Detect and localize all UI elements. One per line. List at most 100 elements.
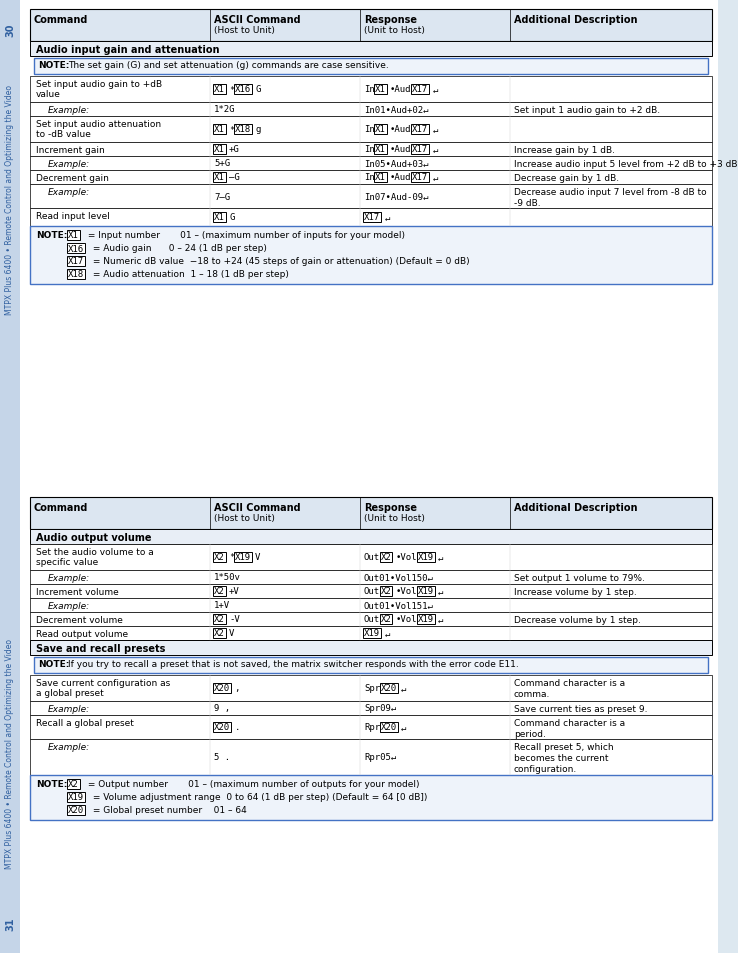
Text: X17: X17 — [412, 146, 428, 154]
Bar — [30, 227, 712, 285]
Text: •Vol: •Vol — [396, 553, 417, 562]
Bar — [30, 544, 712, 571]
Text: X1: X1 — [214, 213, 225, 222]
Bar — [30, 584, 712, 598]
Text: V: V — [229, 629, 235, 638]
Text: 31: 31 — [5, 916, 15, 930]
Bar — [30, 640, 712, 656]
Text: X19: X19 — [418, 553, 434, 562]
Bar — [30, 775, 712, 821]
Text: X16: X16 — [68, 244, 84, 253]
Text: Recall preset 5, which: Recall preset 5, which — [514, 742, 613, 751]
Text: (Unit to Host): (Unit to Host) — [364, 26, 425, 35]
Text: Example:: Example: — [48, 601, 90, 610]
Text: Out: Out — [364, 615, 380, 624]
Text: Audio output volume: Audio output volume — [36, 533, 151, 542]
Text: •Aud: •Aud — [390, 126, 412, 134]
Text: ASCII Command: ASCII Command — [214, 15, 300, 25]
Text: to -dB value: to -dB value — [36, 130, 91, 139]
Text: 1*2G: 1*2G — [214, 106, 235, 114]
Text: Decrease audio input 7 level from -8 dB to: Decrease audio input 7 level from -8 dB … — [514, 188, 706, 196]
Text: MTPX Plus 6400 • Remote Control and Optimizing the Video: MTPX Plus 6400 • Remote Control and Opti… — [5, 85, 15, 314]
Text: Read output volume: Read output volume — [36, 629, 128, 639]
Text: X18: X18 — [235, 126, 251, 134]
Text: Increment gain: Increment gain — [36, 146, 105, 154]
Text: X16: X16 — [235, 86, 251, 94]
Text: X20: X20 — [214, 722, 230, 732]
Bar — [30, 740, 712, 775]
Text: = Input number       01 – (maximum number of inputs for your model): = Input number 01 – (maximum number of i… — [85, 231, 405, 240]
Text: (Host to Unit): (Host to Unit) — [214, 26, 275, 35]
Text: Command character is a: Command character is a — [514, 719, 625, 727]
Text: The set gain (G) and set attenuation (g) commands are case sensitive.: The set gain (G) and set attenuation (g)… — [68, 61, 389, 70]
Text: (Host to Unit): (Host to Unit) — [214, 514, 275, 522]
Text: X20: X20 — [214, 684, 230, 693]
Bar — [30, 10, 712, 42]
Bar — [30, 117, 712, 143]
Bar — [30, 157, 712, 171]
Text: X20: X20 — [381, 684, 396, 693]
Text: 7–G: 7–G — [214, 193, 230, 201]
Text: comma.: comma. — [514, 689, 551, 699]
Text: Example:: Example: — [48, 574, 90, 582]
Bar — [30, 626, 712, 640]
Text: X1: X1 — [375, 86, 386, 94]
Text: If you try to recall a preset that is not saved, the matrix switcher responds wi: If you try to recall a preset that is no… — [68, 659, 519, 668]
Text: +V: +V — [229, 587, 240, 596]
Text: +G: +G — [229, 146, 240, 154]
Text: •Aud: •Aud — [390, 173, 412, 182]
Text: X2: X2 — [214, 629, 225, 638]
Bar — [30, 42, 712, 57]
Text: X1: X1 — [375, 173, 386, 182]
Text: X19: X19 — [418, 615, 434, 624]
Text: In01•Aud+02↵: In01•Aud+02↵ — [364, 106, 429, 114]
Text: (Unit to Host): (Unit to Host) — [364, 514, 425, 522]
Text: •Vol: •Vol — [396, 615, 417, 624]
Text: Spr: Spr — [364, 684, 380, 693]
Text: X2: X2 — [214, 615, 225, 624]
Text: ↵: ↵ — [438, 615, 444, 624]
Text: = Volume adjustment range  0 to 64 (1 dB per step) (Default = 64 [0 dB]): = Volume adjustment range 0 to 64 (1 dB … — [91, 792, 428, 801]
Text: X19: X19 — [235, 553, 251, 562]
Text: X2: X2 — [381, 615, 391, 624]
Text: X17: X17 — [412, 173, 428, 182]
Text: ↵: ↵ — [432, 86, 438, 94]
Bar — [0, 0, 20, 476]
Text: NOTE:: NOTE: — [36, 231, 67, 240]
Text: configuration.: configuration. — [514, 764, 577, 773]
Text: Example:: Example: — [48, 160, 90, 169]
Text: Increase gain by 1 dB.: Increase gain by 1 dB. — [514, 146, 615, 154]
Bar — [30, 701, 712, 716]
Text: .: . — [235, 722, 240, 732]
Text: 5+G: 5+G — [214, 159, 230, 169]
Text: 1+V: 1+V — [214, 601, 230, 610]
Text: MTPX Plus 6400 • Remote Control and Optimizing the Video: MTPX Plus 6400 • Remote Control and Opti… — [5, 639, 15, 868]
Text: In05•Aud+03↵: In05•Aud+03↵ — [364, 159, 429, 169]
Text: *: * — [229, 126, 235, 134]
Text: •Vol: •Vol — [396, 587, 417, 596]
Bar — [30, 77, 712, 103]
Text: In: In — [364, 146, 375, 154]
Text: Out01•Vol150↵: Out01•Vol150↵ — [364, 573, 434, 582]
Text: G: G — [255, 86, 261, 94]
Text: = Output number       01 – (maximum number of outputs for your model): = Output number 01 – (maximum number of … — [85, 780, 419, 788]
Text: X19: X19 — [364, 629, 380, 638]
Bar — [30, 716, 712, 740]
Text: ↵: ↵ — [384, 213, 390, 222]
Text: X2: X2 — [381, 553, 391, 562]
Text: Spr09↵: Spr09↵ — [364, 703, 396, 713]
Bar — [30, 676, 712, 701]
Text: V: V — [255, 553, 261, 562]
Text: In: In — [364, 86, 375, 94]
Text: Decrease gain by 1 dB.: Decrease gain by 1 dB. — [514, 173, 619, 183]
Bar — [30, 571, 712, 584]
Text: X17: X17 — [68, 257, 84, 266]
Text: Command: Command — [34, 15, 89, 25]
Text: Save current ties as preset 9.: Save current ties as preset 9. — [514, 704, 647, 713]
Text: ↵: ↵ — [384, 629, 390, 638]
Text: ,: , — [235, 684, 240, 693]
Text: X17: X17 — [364, 213, 380, 222]
Text: Increase audio input 5 level from +2 dB to +3 dB.: Increase audio input 5 level from +2 dB … — [514, 160, 738, 169]
Bar — [34, 658, 708, 673]
Text: X1: X1 — [375, 146, 386, 154]
